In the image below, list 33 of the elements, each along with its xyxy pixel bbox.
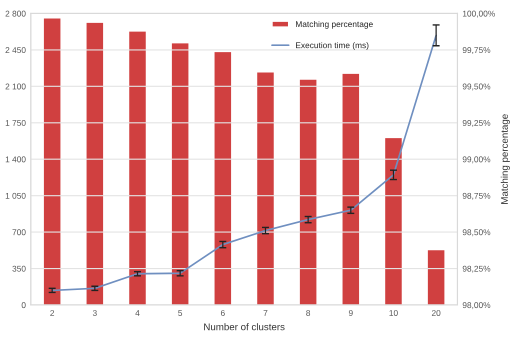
x-tick-label: 4 xyxy=(135,310,140,316)
y-tick-label: 700 xyxy=(12,229,26,236)
x-tick-label: 6 xyxy=(220,310,225,316)
x-axis-title: Number of clusters xyxy=(204,323,285,330)
x-tick-label: 5 xyxy=(178,310,182,316)
x-tick-label: 3 xyxy=(92,310,97,316)
x-tick-label: 10 xyxy=(389,310,398,316)
line-series xyxy=(51,34,437,292)
y2-tick-label: 100,00% xyxy=(462,10,495,18)
y2-tick-label: 98,00% xyxy=(462,302,490,310)
y2-tick-label: 99,50% xyxy=(462,84,490,90)
y2-tick-label: 99,25% xyxy=(462,120,490,127)
x-tick-label: 8 xyxy=(306,310,310,316)
y2-tick-label: 98,25% xyxy=(462,266,490,273)
y-tick-label: 350 xyxy=(12,266,26,272)
legend-label: Matching percentage xyxy=(296,20,373,29)
y-tick-label: 1 400 xyxy=(6,156,26,162)
y-tick-label: 1 750 xyxy=(6,120,26,126)
y-tick-label: 2 100 xyxy=(6,84,26,90)
x-tick-label: 7 xyxy=(264,310,268,316)
y2-axis-title: Matching percentage xyxy=(500,114,510,204)
y-tick-label: 2 450 xyxy=(6,47,26,54)
legend-label: Execution time (ms) xyxy=(296,42,368,50)
x-tick-label: 20 xyxy=(432,310,440,316)
x-tick-label: 9 xyxy=(348,310,353,316)
y2-tick-label: 99,75% xyxy=(462,47,490,54)
y2-tick-label: 98,75% xyxy=(462,192,490,200)
y2-tick-label: 98,50% xyxy=(462,229,490,236)
y2-tick-label: 99,00% xyxy=(462,156,490,164)
y-tick-label: 1 050 xyxy=(6,192,26,199)
x-tick-label: 2 xyxy=(50,310,54,316)
y-tick-label: 0 xyxy=(22,302,26,308)
y-tick-label: 2 800 xyxy=(6,10,26,17)
